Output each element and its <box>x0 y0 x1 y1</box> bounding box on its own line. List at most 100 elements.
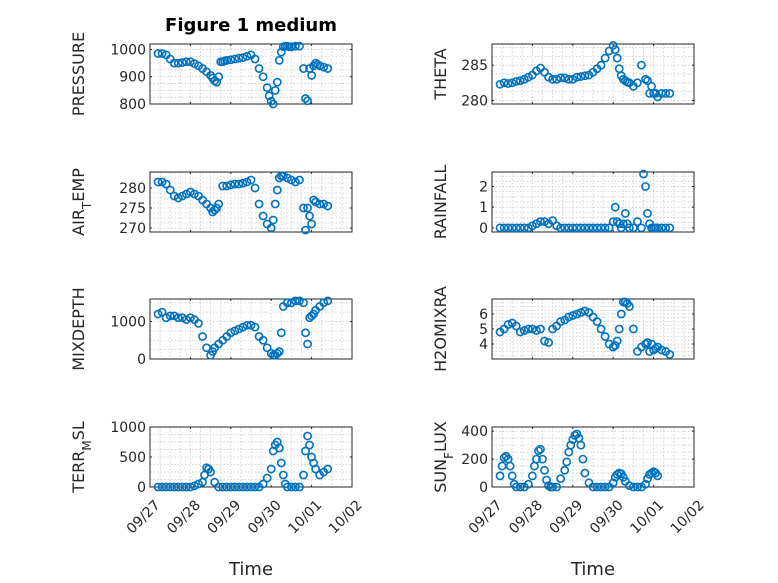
y-axis-label: AIRTEMP <box>69 168 94 236</box>
data-series <box>495 429 663 492</box>
y-axis-label: H2OMIXRA <box>431 286 450 372</box>
data-point <box>544 338 553 347</box>
data-point <box>230 179 240 189</box>
data-point <box>647 81 656 91</box>
data-point <box>633 217 642 227</box>
data-series <box>153 171 333 235</box>
axes-box <box>491 43 695 105</box>
data-point <box>576 72 586 81</box>
x-tick-label: 10/02 <box>668 497 708 537</box>
grid-lines <box>492 427 694 487</box>
subplot-5: 0 1000 MIXDEPTH <box>69 287 353 371</box>
data-point <box>202 343 211 353</box>
data-point <box>600 482 610 492</box>
data-point <box>610 45 620 55</box>
data-point <box>624 481 634 491</box>
data-point <box>576 223 586 233</box>
data-series <box>153 431 333 492</box>
data-point <box>250 322 260 332</box>
x-tick-label: 10/02 <box>326 497 366 537</box>
data-point <box>173 482 183 492</box>
data-point <box>624 302 634 311</box>
data-point <box>507 471 517 481</box>
y-axis-label: MIXDEPTH <box>69 287 88 370</box>
data-point <box>323 64 333 73</box>
data-point <box>503 79 513 88</box>
y-tick-label: 500 <box>119 450 146 466</box>
data-point <box>556 317 566 326</box>
x-tick-label: 09/27 <box>466 497 506 537</box>
data-point <box>612 53 622 63</box>
data-series <box>495 169 675 233</box>
data-point <box>278 470 288 480</box>
data-point <box>238 53 248 63</box>
data-point <box>511 77 521 86</box>
y-tick-label: 900 <box>119 70 146 86</box>
data-point <box>665 350 675 359</box>
data-point <box>511 223 521 233</box>
data-point <box>580 223 590 233</box>
data-point <box>515 223 525 233</box>
data-point <box>295 175 304 185</box>
data-point <box>495 79 505 89</box>
data-point <box>210 205 220 215</box>
data-point <box>307 311 316 321</box>
data-point <box>194 479 203 489</box>
data-point <box>552 74 562 84</box>
data-point <box>242 482 252 492</box>
data-point <box>250 54 260 64</box>
data-point <box>234 53 244 63</box>
data-point <box>495 223 505 233</box>
data-point <box>515 482 525 492</box>
data-point <box>222 55 232 65</box>
data-point <box>299 64 308 73</box>
data-point <box>564 223 574 233</box>
y-axis-label: THETA <box>431 48 450 100</box>
x-axis-label: Time <box>570 559 615 580</box>
y-tick-label: 400 <box>461 424 488 440</box>
data-point <box>560 73 570 83</box>
data-point <box>295 482 304 492</box>
data-point <box>548 482 557 492</box>
data-point <box>282 482 292 492</box>
data-point <box>505 461 515 471</box>
data-point <box>153 177 163 187</box>
data-point <box>614 64 624 74</box>
data-point <box>266 464 276 474</box>
data-point <box>299 298 308 308</box>
data-point <box>499 223 509 233</box>
data-point <box>556 474 566 484</box>
data-point <box>616 223 626 233</box>
data-point <box>246 175 256 185</box>
data-point <box>165 482 175 492</box>
y-tick-label: 800 <box>119 97 146 113</box>
y-tick-label: 0 <box>479 221 488 237</box>
data-point <box>214 482 224 492</box>
data-series <box>153 296 333 360</box>
data-point <box>610 202 620 212</box>
y-tick-label: 285 <box>461 58 488 74</box>
data-point <box>515 327 525 337</box>
data-point <box>600 332 610 341</box>
data-point <box>633 482 642 492</box>
grid-lines <box>150 172 352 232</box>
data-point <box>268 215 278 225</box>
data-point <box>604 223 614 233</box>
data-point <box>588 482 598 492</box>
figure-title: Figure 1 medium <box>165 15 337 36</box>
data-point <box>592 223 602 233</box>
data-point <box>157 307 167 317</box>
x-tick-label: 10/01 <box>285 497 325 537</box>
data-point <box>254 64 264 73</box>
subplot-2: 280 285 THETA <box>431 41 695 109</box>
data-point <box>657 223 667 233</box>
subplot-4: 0 1 2 RAINFALL <box>431 165 695 239</box>
data-point <box>497 461 507 471</box>
data-point <box>190 481 199 491</box>
data-point <box>276 47 286 57</box>
data-point <box>584 223 594 233</box>
data-point <box>274 443 284 453</box>
data-point <box>556 223 566 233</box>
data-point <box>620 208 630 218</box>
data-point <box>624 223 634 233</box>
